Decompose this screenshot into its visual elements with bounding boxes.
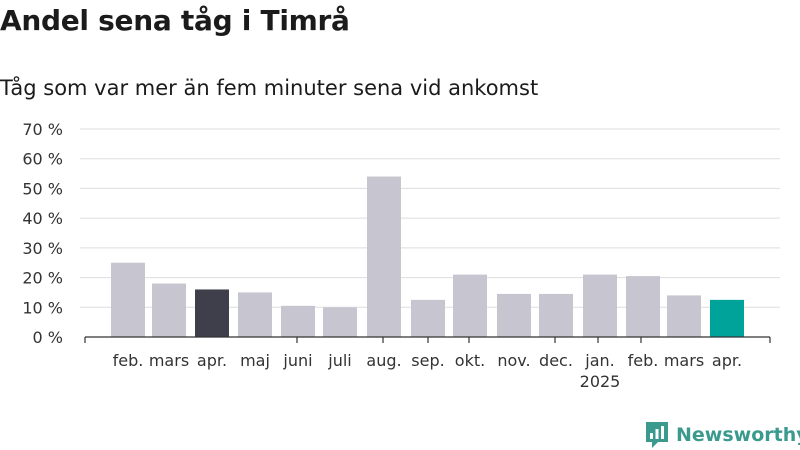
- y-tick-label: 30 %: [22, 239, 63, 258]
- x-tick-label: feb.: [628, 351, 659, 370]
- chart-title: Andel sena tåg i Timrå: [0, 4, 350, 37]
- x-tick-label: maj: [240, 351, 270, 370]
- x-tick-label: apr.: [197, 351, 227, 370]
- y-tick-label: 10 %: [22, 298, 63, 317]
- y-tick-label: 20 %: [22, 269, 63, 288]
- x-tick-label: sep.: [411, 351, 444, 370]
- bar: [238, 292, 272, 337]
- y-tick-label: 0 %: [33, 328, 63, 347]
- bar: [152, 283, 186, 337]
- x-tick-label: juni: [282, 351, 312, 370]
- y-tick-label: 40 %: [22, 209, 63, 228]
- bar: [539, 293, 573, 337]
- x-tick-label: mars: [149, 351, 189, 370]
- x-tick-label: feb.: [113, 351, 144, 370]
- bar: [195, 289, 229, 337]
- x-tick-label: mars: [664, 351, 704, 370]
- x-tick-label: aug.: [366, 351, 401, 370]
- chart-subtitle: Tåg som var mer än fem minuter sena vid …: [0, 76, 539, 100]
- bar: [281, 305, 315, 337]
- bar: [667, 295, 701, 337]
- x-tick-label: apr.: [712, 351, 742, 370]
- x-tick-label: juli: [327, 351, 351, 370]
- bar: [111, 262, 145, 337]
- bar: [411, 299, 445, 337]
- x-axis: [84, 336, 771, 343]
- newsworthy-logo-icon: [646, 422, 668, 448]
- x-tick-label: dec.: [539, 351, 573, 370]
- bar: [453, 274, 487, 337]
- bar: [710, 299, 744, 337]
- x-year-label: 2025: [580, 372, 621, 391]
- bar: [583, 274, 617, 337]
- y-axis-tick-labels: 0 % 10 % 20 % 30 % 40 % 50 % 60 % 70 %: [22, 120, 63, 347]
- x-axis-tick-labels: feb. mars apr. maj juni juli aug. sep. okt. nov. d…: [113, 351, 742, 391]
- bar: [497, 293, 531, 337]
- y-tick-label: 60 %: [22, 150, 63, 169]
- x-tick-label: nov.: [497, 351, 530, 370]
- brand-name: Newsworthy: [676, 424, 800, 446]
- grid-lines: [80, 128, 780, 308]
- y-tick-label: 70 %: [22, 120, 63, 139]
- bars: [111, 176, 744, 337]
- bar: [323, 307, 357, 337]
- y-tick-label: 50 %: [22, 179, 63, 198]
- bar: [367, 176, 401, 337]
- x-tick-label: okt.: [455, 351, 485, 370]
- bar: [626, 276, 660, 337]
- x-tick-label: jan.: [584, 351, 614, 370]
- brand-logo: Newsworthy: [644, 420, 800, 450]
